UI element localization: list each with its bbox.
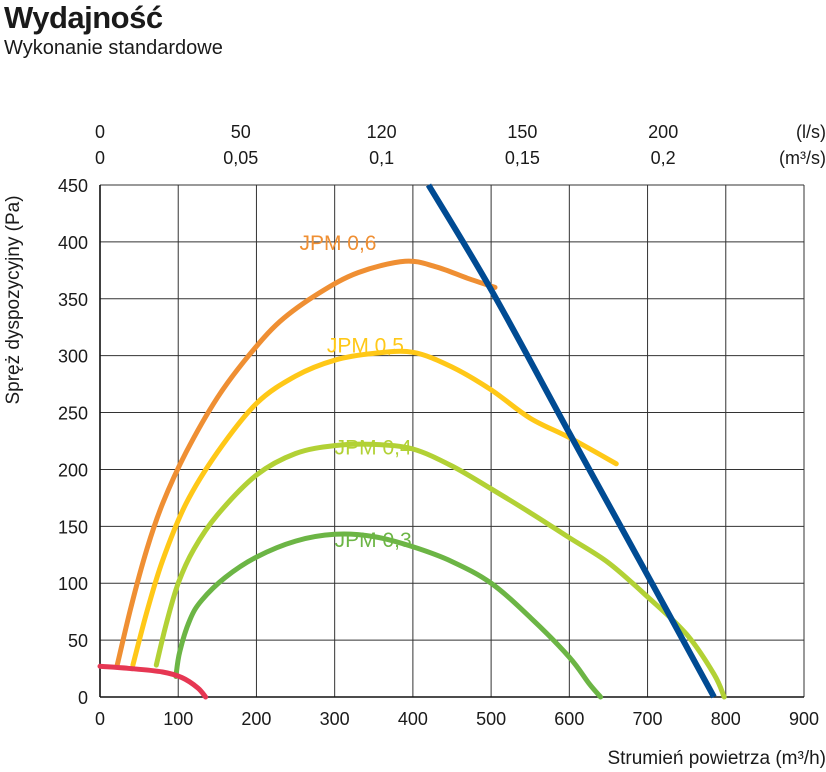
series-group xyxy=(97,183,727,700)
y-tick-label: 450 xyxy=(58,176,88,196)
x-tick-label: 0 xyxy=(95,709,105,729)
grid xyxy=(100,184,805,697)
top-tick-label-m3s: 0 xyxy=(95,148,105,168)
series-label-jpm-0-5: JPM 0,5 xyxy=(327,334,404,357)
x-tick-label: 600 xyxy=(554,709,584,729)
series-line-minimum xyxy=(97,663,209,700)
x-tick-label: 200 xyxy=(241,709,271,729)
top-axis-unit-m3s: (m³/s) xyxy=(779,148,826,168)
series-line-jpm-0-6 xyxy=(114,258,498,668)
top-tick-label-ls: 50 xyxy=(231,122,251,142)
series-label-jpm-0-4: JPM 0,4 xyxy=(335,437,412,460)
y-tick-label: 250 xyxy=(58,404,88,424)
top-tick-label-m3s: 0,2 xyxy=(651,148,676,168)
top-tick-label-m3s: 0,05 xyxy=(223,148,258,168)
top-tick-label-ls: 200 xyxy=(648,122,678,142)
y-tick-label: 100 xyxy=(58,574,88,594)
series-line-jpm-0-4 xyxy=(153,441,727,700)
top-tick-label-ls: 0 xyxy=(95,122,105,142)
x-tick-label: 700 xyxy=(633,709,663,729)
page-title: Wydajność xyxy=(4,0,163,35)
y-axis-label: Spręż dyspozycyjny (Pa) xyxy=(3,195,24,404)
x-tick-label: 800 xyxy=(711,709,741,729)
top-tick-label-ls: 120 xyxy=(367,122,397,142)
y-tick-label: 0 xyxy=(78,688,88,708)
x-tick-label: 300 xyxy=(320,709,350,729)
x-tick-label: 900 xyxy=(789,709,819,729)
y-tick-label: 300 xyxy=(58,347,88,367)
plot-frame xyxy=(99,185,804,698)
series-label-jpm-0-3: JPM 0,3 xyxy=(335,529,412,552)
top-tick-label-ls: 150 xyxy=(507,122,537,142)
series-line-jpm-0-3 xyxy=(173,531,604,700)
tick-labels: 0 100 200 300 400 500 600 700 800 900050100150200… xyxy=(58,122,819,729)
y-tick-label: 200 xyxy=(58,460,88,480)
x-tick-label: 100 xyxy=(163,709,193,729)
top-axis-unit-ls: (l/s) xyxy=(796,122,826,142)
series-labels: JPM 0,6 JPM 0,5 JPM 0,4 JPM 0,3 xyxy=(299,232,412,552)
y-tick-label: 50 xyxy=(68,631,88,651)
top-tick-label-m3s: 0,1 xyxy=(369,148,394,168)
y-tick-label: 400 xyxy=(58,233,88,253)
x-tick-label: 500 xyxy=(476,709,506,729)
page-subtitle: Wykonanie standardowe xyxy=(4,37,223,59)
top-tick-label-m3s: 0,15 xyxy=(505,148,540,168)
y-tick-label: 350 xyxy=(58,290,88,310)
series-line-limit xyxy=(425,183,717,699)
series-label-jpm-0-6: JPM 0,6 xyxy=(299,232,376,255)
series-line-jpm-0-5 xyxy=(130,348,619,668)
x-tick-label: 400 xyxy=(398,709,428,729)
x-axis-label: Strumień powietrza (m³/h) xyxy=(607,748,826,769)
y-tick-label: 150 xyxy=(58,517,88,537)
